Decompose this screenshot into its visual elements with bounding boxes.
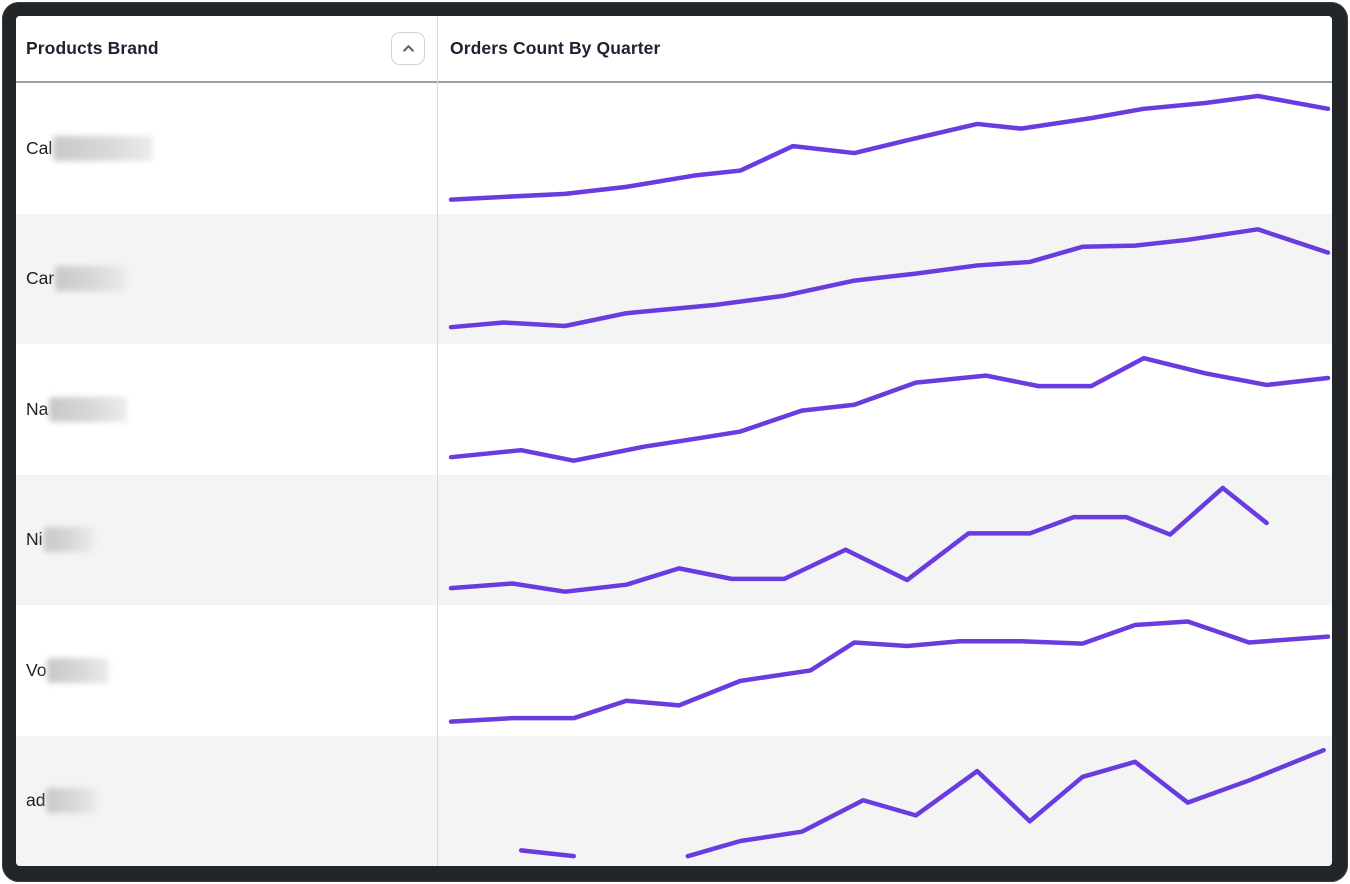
sparkline-cell [437,605,1332,736]
table-body: Cal Car Na [16,83,1332,866]
table-row[interactable]: Vo [16,605,1332,736]
header-cell-orders-count: Orders Count By Quarter [437,38,1332,59]
sparkline-cell [437,83,1332,214]
brand-label: Cal [26,137,53,158]
redacted-text [47,657,110,683]
chevron-up-icon [402,45,414,52]
sparkline-chart [451,611,1328,728]
column-header-orders-count: Orders Count By Quarter [450,38,661,58]
redacted-text [46,788,99,814]
brand-label: Na [26,398,49,419]
redacted-text [43,527,94,553]
sparkline-chart [451,742,1328,859]
table-row[interactable]: ad [16,735,1332,867]
table-row[interactable]: Car [16,213,1332,345]
table-row[interactable]: Cal [16,83,1332,214]
sparkline-chart [451,350,1328,467]
sparkline-chart [451,481,1328,598]
sparkline-chart [451,89,1328,206]
sparkline-cell [437,736,1332,867]
brand-cell: Ni [16,475,437,606]
sparkline-chart [451,220,1328,337]
brand-cell: Cal [16,83,437,214]
sparkline-cell [437,475,1332,606]
table-row[interactable]: Na [16,344,1332,475]
brand-cell: ad [16,736,437,867]
redacted-text [53,135,154,161]
brand-cell: Vo [16,605,437,736]
table-card: Products Brand Orders Count By Quarter C… [16,16,1332,866]
column-divider [437,16,438,866]
redacted-text [55,266,128,292]
brand-cell: Car [16,214,437,345]
sparkline-cell [437,344,1332,475]
redacted-text [49,396,128,422]
brand-label: Vo [26,659,47,680]
sort-button[interactable] [391,32,425,65]
column-header-products-brand: Products Brand [26,38,159,58]
brand-cell: Na [16,344,437,475]
sparkline-cell [437,214,1332,345]
table-header: Products Brand Orders Count By Quarter [16,16,1332,83]
brand-label: Ni [26,529,43,550]
brand-label: ad [26,790,46,811]
brand-label: Car [26,268,55,289]
header-cell-products-brand: Products Brand [16,32,437,65]
table-row[interactable]: Ni [16,474,1332,606]
